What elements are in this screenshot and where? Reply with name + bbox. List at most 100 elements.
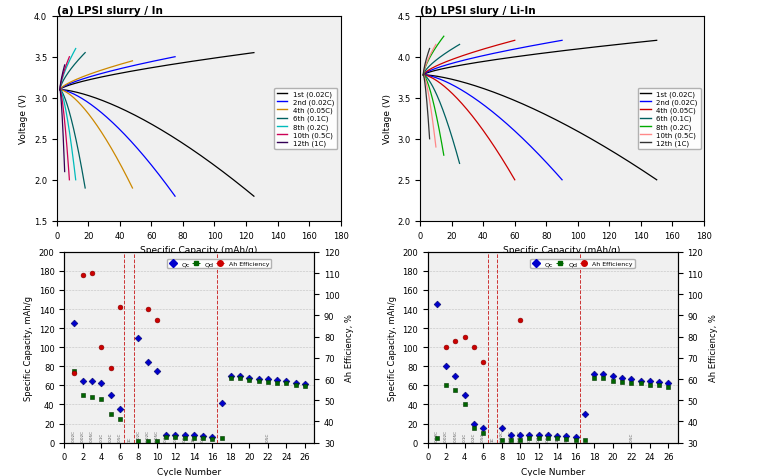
Point: [76, 377, 89, 385]
Point: [225, 374, 237, 382]
Point: [151, 316, 163, 324]
Point: [197, 191, 209, 199]
Point: [514, 431, 526, 439]
Point: [459, 391, 471, 399]
Legend: 1st (0.02C), 2nd (0.02C), 4th (0.05C), 6th (0.1C), 8th (0.2C), 10th (0.5C), 12th: 1st (0.02C), 2nd (0.02C), 4th (0.05C), 6…: [637, 89, 700, 149]
Point: [234, 372, 246, 380]
Point: [505, 185, 517, 193]
Text: (a) LPSI slurry / In: (a) LPSI slurry / In: [57, 6, 163, 16]
Point: [76, 391, 89, 399]
Point: [542, 434, 554, 442]
Point: [634, 185, 646, 193]
Y-axis label: Voltage (V): Voltage (V): [382, 94, 391, 144]
Point: [588, 370, 600, 378]
Point: [104, 391, 117, 399]
Point: [662, 384, 674, 391]
Point: [76, 272, 89, 279]
Point: [597, 185, 609, 193]
Point: [299, 383, 311, 390]
Text: 0.02C: 0.02C: [435, 429, 439, 441]
Point: [280, 380, 292, 387]
Point: [560, 185, 572, 193]
Point: [643, 377, 656, 385]
Point: [597, 370, 609, 378]
Text: 0.5C: 0.5C: [118, 432, 122, 441]
Point: [114, 304, 126, 311]
Point: [132, 334, 145, 342]
Point: [179, 189, 191, 197]
Point: [560, 432, 572, 440]
Point: [142, 306, 154, 313]
Point: [514, 316, 526, 324]
Point: [170, 433, 182, 441]
Point: [450, 337, 462, 345]
Text: 0.5C: 0.5C: [266, 432, 270, 441]
Text: 1C: 1C: [192, 436, 196, 441]
Point: [142, 358, 154, 366]
Point: [262, 378, 274, 386]
Point: [579, 185, 591, 193]
Point: [95, 380, 107, 387]
Text: 0.02C: 0.02C: [136, 429, 140, 441]
Y-axis label: Voltage (V): Voltage (V): [19, 94, 28, 144]
Y-axis label: Specific Capacity, mAh/g: Specific Capacity, mAh/g: [388, 295, 397, 400]
Point: [132, 437, 145, 445]
Point: [533, 434, 545, 442]
Point: [114, 415, 126, 423]
Point: [440, 382, 452, 389]
Point: [643, 382, 656, 389]
Point: [86, 393, 98, 401]
Text: 0.1C: 0.1C: [528, 432, 531, 441]
Point: [95, 344, 107, 351]
Point: [216, 191, 228, 199]
Point: [151, 367, 163, 375]
Point: [253, 377, 265, 385]
Point: [253, 189, 265, 197]
Legend: 1st (0.02C), 2nd (0.02C), 4th (0.05C), 6th (0.1C), 8th (0.2C), 10th (0.5C), 12th: 1st (0.02C), 2nd (0.02C), 4th (0.05C), 6…: [274, 89, 337, 149]
Text: 0.5C: 0.5C: [201, 432, 205, 441]
Point: [459, 401, 471, 408]
Point: [243, 189, 255, 197]
Point: [450, 387, 462, 394]
Point: [468, 344, 480, 351]
Text: 0.2C: 0.2C: [472, 432, 476, 441]
Point: [597, 374, 609, 382]
Text: 1C: 1C: [555, 436, 559, 441]
Point: [290, 382, 302, 389]
Y-axis label: Ah Efficiency, %: Ah Efficiency, %: [709, 314, 718, 381]
Point: [86, 377, 98, 385]
Point: [271, 379, 283, 387]
Point: [477, 425, 489, 432]
Point: [216, 434, 228, 442]
Text: 0.1C: 0.1C: [164, 432, 168, 441]
Point: [551, 434, 563, 442]
Point: [616, 374, 628, 382]
Point: [560, 435, 572, 443]
Point: [243, 374, 255, 382]
Point: [104, 365, 117, 372]
Y-axis label: Ah Efficiency, %: Ah Efficiency, %: [345, 314, 354, 381]
Point: [570, 185, 582, 193]
Point: [431, 434, 443, 442]
Point: [606, 185, 618, 193]
Text: 0.1C: 0.1C: [463, 432, 467, 441]
Point: [634, 380, 646, 387]
Point: [551, 432, 563, 440]
Point: [290, 189, 302, 197]
Point: [542, 431, 554, 439]
Point: [207, 435, 219, 443]
Point: [570, 433, 582, 441]
Point: [299, 189, 311, 197]
Point: [625, 185, 637, 193]
Point: [653, 185, 665, 193]
Point: [114, 406, 126, 413]
Point: [280, 189, 292, 197]
Legend: Qc, Qd, Ah Efficiency: Qc, Qd, Ah Efficiency: [167, 259, 271, 268]
Point: [653, 378, 665, 386]
Point: [662, 380, 674, 387]
Point: [459, 333, 471, 341]
Point: [207, 191, 219, 199]
Point: [280, 377, 292, 385]
Text: 0.02C: 0.02C: [509, 429, 513, 441]
Point: [606, 377, 618, 385]
